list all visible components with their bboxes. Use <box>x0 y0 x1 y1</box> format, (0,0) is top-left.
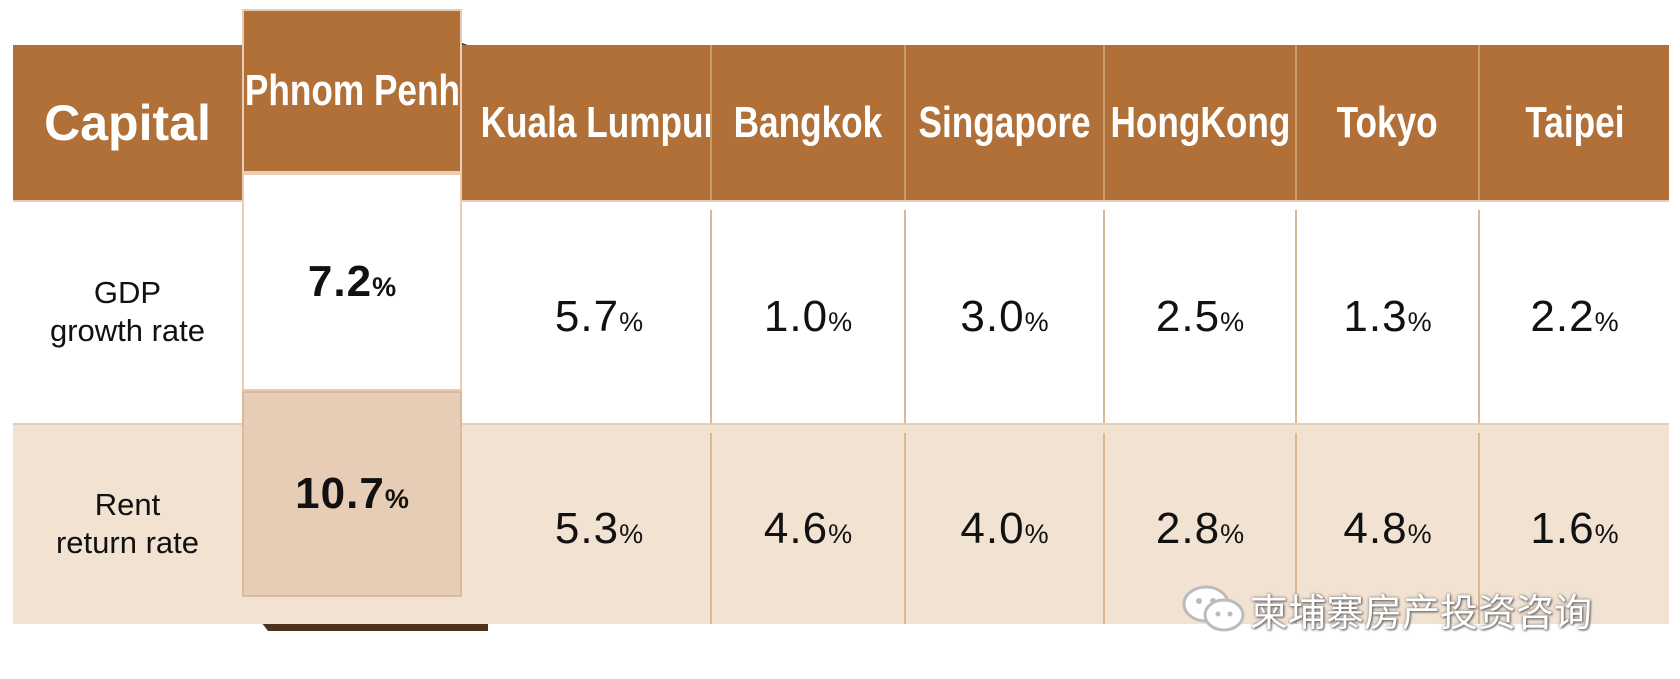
column-header-text: Tokyo <box>1336 97 1439 147</box>
value-cell: 4.8% <box>1295 433 1478 624</box>
value-unit: % <box>1594 518 1619 549</box>
column-header: Singapore <box>904 45 1103 200</box>
value-unit: % <box>1024 518 1049 549</box>
value-text: 2.8% <box>1156 504 1244 554</box>
watermark: 柬埔寨房产投资咨询 <box>1180 584 1593 635</box>
value-text: 1.0% <box>764 292 852 342</box>
value-text: 7.2% <box>308 257 396 307</box>
value-text: 2.5% <box>1156 292 1244 342</box>
value-text: 5.7% <box>555 292 643 342</box>
value-cell: 5.7% <box>488 210 710 423</box>
value-number: 4.6 <box>763 503 829 553</box>
value-text: 4.0% <box>960 504 1048 554</box>
value-number: 4.0 <box>960 503 1025 553</box>
column-header-text: Taipei <box>1524 97 1625 147</box>
value-number: 2.8 <box>1155 503 1221 553</box>
value-unit: % <box>1220 518 1245 549</box>
value-number: 5.7 <box>554 291 620 341</box>
column-header-text: HongKong <box>1110 97 1290 147</box>
value-text: 2.2% <box>1530 292 1618 342</box>
value-cell: 7.2% <box>242 173 462 391</box>
value-number: 10.7 <box>295 469 385 518</box>
value-cell: 5.3% <box>488 433 710 624</box>
value-text: 1.3% <box>1343 292 1431 342</box>
value-unit: % <box>619 518 644 549</box>
value-unit: % <box>828 518 853 549</box>
corner-header: Capital <box>13 45 242 200</box>
column-header: HongKong <box>1103 45 1295 200</box>
value-number: 1.6 <box>1530 503 1595 553</box>
highlight-header-text: Phnom Penh <box>244 66 460 115</box>
value-number: 5.3 <box>554 503 620 553</box>
row-label: GDP growth rate <box>13 200 242 423</box>
value-cell: 1.3% <box>1295 210 1478 423</box>
row-label-line: growth rate <box>49 312 206 348</box>
value-unit: % <box>372 272 397 302</box>
value-unit: % <box>1220 306 1245 337</box>
value-cell: 2.2% <box>1478 210 1669 423</box>
value-cell: 1.0% <box>710 210 904 423</box>
column-header: Taipei <box>1478 45 1669 200</box>
row-label-line: GDP <box>93 274 162 310</box>
value-cell: 1.6% <box>1478 433 1669 624</box>
value-number: 2.5 <box>1155 291 1221 341</box>
value-unit: % <box>1407 518 1432 549</box>
row-label-line: return rate <box>55 524 199 560</box>
value-text: 4.6% <box>764 504 852 554</box>
column-header: Bangkok <box>710 45 904 200</box>
value-cell: 10.7% <box>242 391 462 597</box>
row-label-line: Rent <box>94 486 161 522</box>
column-header-text: Kuala Lumpur <box>480 97 718 147</box>
value-unit: % <box>384 484 409 514</box>
column-header: Kuala Lumpur <box>481 45 717 200</box>
column-header-text: Bangkok <box>733 97 883 147</box>
highlight-header: Phnom Penh <box>242 9 462 173</box>
value-text: 3.0% <box>960 292 1048 342</box>
value-number: 1.0 <box>763 291 829 341</box>
value-unit: % <box>1594 306 1619 337</box>
value-text: 5.3% <box>555 504 643 554</box>
value-text: 4.8% <box>1343 504 1431 554</box>
wechat-icon <box>1182 585 1245 632</box>
column-header-text: Singapore <box>918 97 1091 147</box>
value-unit: % <box>1407 306 1432 337</box>
watermark-text: 柬埔寨房产投资咨询 <box>1250 590 1593 635</box>
value-number: 4.8 <box>1343 503 1408 553</box>
value-unit: % <box>619 306 644 337</box>
value-cell: 4.0% <box>904 433 1103 624</box>
value-number: 1.3 <box>1343 291 1408 341</box>
value-unit: % <box>828 306 853 337</box>
value-number: 2.2 <box>1530 291 1595 341</box>
value-cell: 3.0% <box>904 210 1103 423</box>
value-number: 7.2 <box>307 257 373 306</box>
value-text: 10.7% <box>295 469 409 519</box>
row-label: Rent return rate <box>13 423 242 624</box>
column-header: Tokyo <box>1295 45 1478 200</box>
value-cell: 4.6% <box>710 433 904 624</box>
value-unit: % <box>1024 306 1049 337</box>
value-number: 3.0 <box>960 291 1025 341</box>
value-cell: 2.5% <box>1103 210 1295 423</box>
value-cell: 2.8% <box>1103 433 1295 624</box>
corner-text: Capital <box>44 94 211 151</box>
value-text: 1.6% <box>1530 504 1618 554</box>
